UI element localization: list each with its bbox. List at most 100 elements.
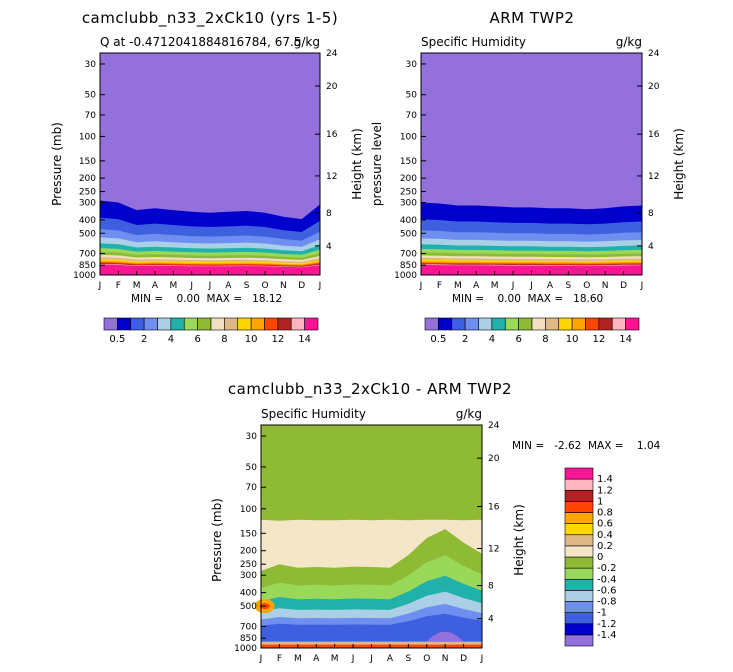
height-tick-label: 24 [488,421,500,431]
pressure-tick-label: 50 [406,91,418,101]
colorbar-label: -0.2 [597,563,617,574]
panel-3-min-max: MIN = -2.62 MAX = 1.04 [512,440,661,452]
colorbar-label: 10 [245,334,258,345]
colorbar-swatch [170,317,185,331]
panel-3-variable: Specific Humidity [261,407,366,421]
colorbar-label: 6 [194,334,200,345]
month-tick-label: N [280,281,287,291]
pressure-tick-label: 1000 [73,271,96,281]
height-tick-label: 24 [326,49,338,59]
colorbar-swatch [277,317,292,331]
colorbar-swatch [564,556,594,569]
height-tick-label: 8 [648,209,654,219]
colorbar-label: 1.4 [597,474,613,485]
height-tick-label: 16 [326,130,338,140]
panel-3-contour-field [254,425,482,648]
pressure-tick-label: 100 [400,132,417,142]
height-tick-label: 16 [648,130,660,140]
colorbar-swatch [157,317,172,331]
colorbar-swatch [103,317,118,331]
panel-1: camclubb_n33_2xCk10 (yrs 1-5) Q at -0.47… [50,9,364,345]
colorbar-swatch [304,317,319,331]
pressure-tick-label: 70 [406,111,418,121]
colorbar-swatch [518,317,533,331]
colorbar-swatch [143,317,158,331]
height-tick-label: 24 [648,49,660,59]
month-tick-label: A [473,281,480,291]
panel-2-contour-field [421,53,642,275]
colorbar-label: 1 [597,496,603,507]
pressure-tick-label: 150 [400,157,417,167]
colorbar-swatch [564,567,594,580]
height-tick-label: 4 [648,242,654,252]
height-tick-label: 12 [488,544,499,554]
panel-3-left-axis-label: Pressure (mb) [210,498,224,582]
colorbar-swatch [585,317,600,331]
colorbar-swatch [564,623,594,636]
panel-1-right-axis-label: Height (km) [350,128,364,199]
panel-2: ARM TWP2 Specific Humidity g/kg 30 50 70 10… [370,9,686,345]
pressure-tick-label: 500 [79,229,96,239]
month-tick-label: J [419,281,423,291]
month-tick-label: D [298,281,305,291]
colorbar-swatch [237,317,252,331]
contour-band [261,613,482,648]
pressure-tick-label: 400 [79,216,96,226]
height-tick-label: 4 [326,242,332,252]
colorbar-swatch [564,612,594,625]
height-tick-label: 16 [488,503,500,513]
colorbar-label: 2 [462,334,468,345]
month-tick-label: J [98,281,102,291]
pressure-tick-label: 150 [79,157,96,167]
pressure-tick-label: 50 [246,463,258,473]
colorbar-label: 6 [515,334,521,345]
month-tick-label: M [331,654,339,664]
colorbar-label: 8 [542,334,548,345]
colorbar-swatch [564,545,594,558]
colorbar-label: -0.6 [597,585,617,596]
colorbar-label: 0.5 [109,334,125,345]
colorbar-label: 0.6 [597,519,613,530]
panel-3: camclubb_n33_2xCk10 - ARM TWP2 Specific … [210,380,661,664]
month-tick-label: S [405,654,411,664]
month-tick-label: J [208,281,212,291]
month-tick-label: J [318,281,322,291]
pressure-tick-label: 100 [79,132,96,142]
month-tick-label: J [640,281,644,291]
colorbar-label: 1.2 [597,485,613,496]
colorbar-label: 0 [597,552,603,563]
panel-3-title: camclubb_n33_2xCk10 - ARM TWP2 [228,380,512,399]
month-tick-label: M [294,654,302,664]
colorbar-swatch [564,489,594,502]
panel-1-variable: Q at -0.4712041884816784, 67.5 [100,35,301,49]
colorbar-swatch [438,317,453,331]
colorbar-label: -1.4 [597,630,617,641]
pressure-tick-label: 700 [240,622,257,632]
pressure-tick-label: 30 [85,60,97,70]
colorbar-label: 10 [566,334,579,345]
colorbar-swatch [564,523,594,536]
pressure-tick-label: 400 [240,589,257,599]
colorbar-swatch [464,317,479,331]
height-tick-label: 8 [326,209,332,219]
colorbar-label: 0.2 [597,541,613,552]
panel-1-min-max: MIN = 0.00 MAX = 18.12 [131,293,282,305]
colorbar-label: -1 [597,608,607,619]
panel-1-contour-field [100,53,320,275]
colorbar-label: 0.5 [430,334,446,345]
month-tick-label: A [225,281,232,291]
colorbar-swatch [210,317,225,331]
height-tick-label: 12 [326,172,337,182]
month-tick-label: M [133,281,141,291]
month-tick-label: N [442,654,449,664]
panel-2-units: g/kg [616,35,642,49]
colorbar-label: -0.8 [597,597,617,608]
contour-band [426,631,464,642]
panel-2-left-axis-label: pressure level [370,122,384,206]
pressure-tick-label: 100 [240,505,257,515]
panel-2-right-axis-label: Height (km) [672,128,686,199]
pressure-tick-label: 30 [246,432,258,442]
colorbar-swatch [564,590,594,602]
